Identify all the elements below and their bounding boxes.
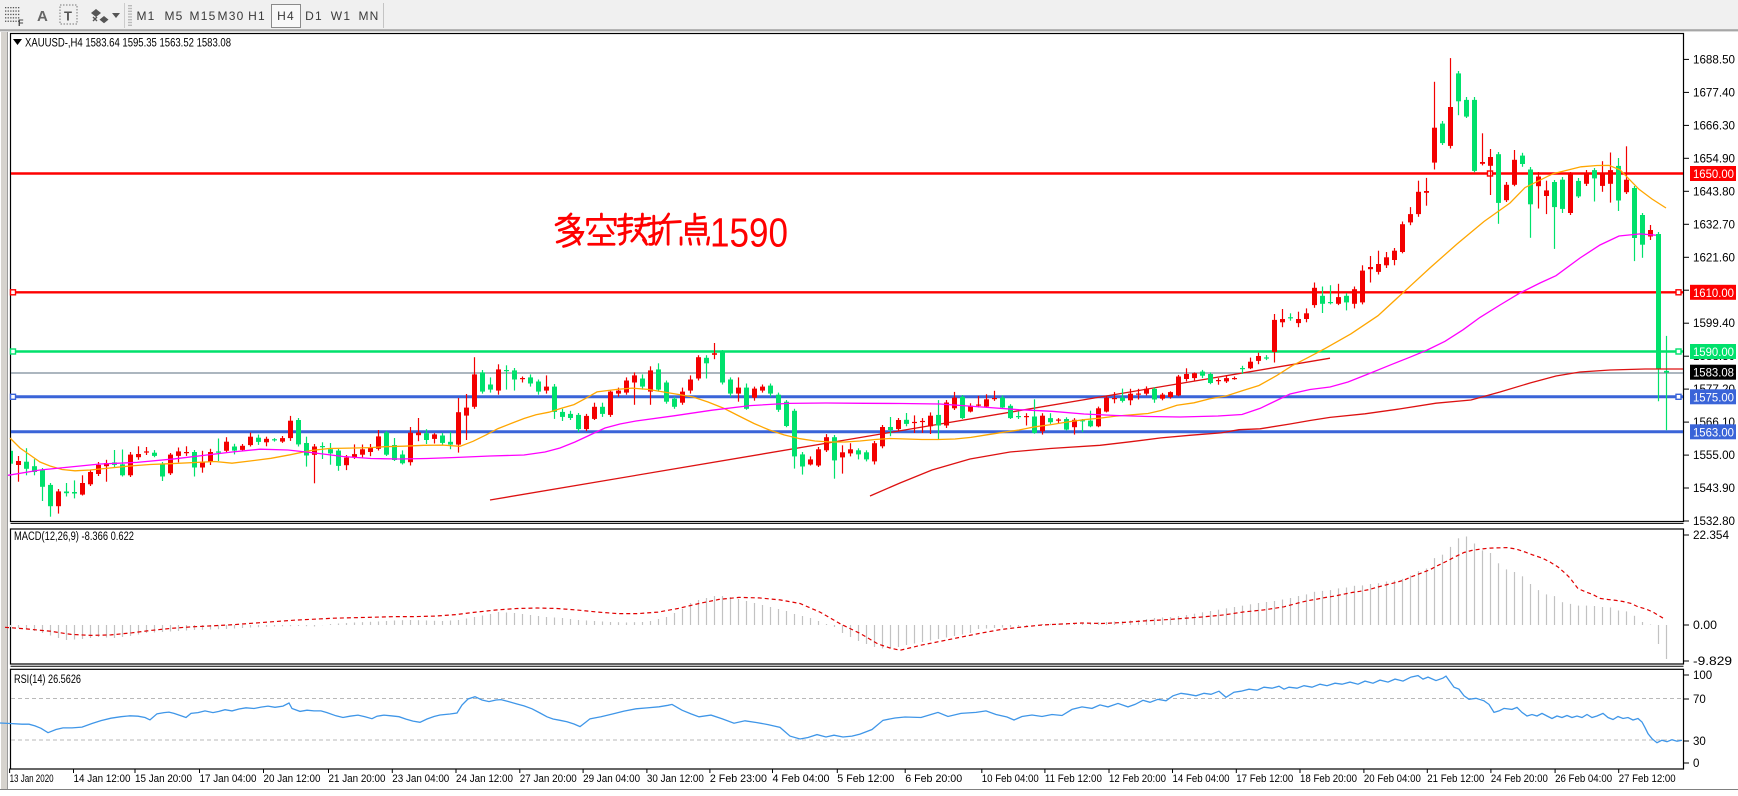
- svg-text:11 Feb 12:00: 11 Feb 12:00: [1045, 773, 1102, 785]
- svg-text:W1: W1: [331, 9, 351, 23]
- svg-text:1590: 1590: [710, 210, 788, 256]
- svg-text:M5: M5: [164, 9, 183, 23]
- svg-text:30 Jan 12:00: 30 Jan 12:00: [647, 773, 704, 785]
- svg-text:10 Feb 04:00: 10 Feb 04:00: [982, 773, 1039, 785]
- svg-text:M30: M30: [218, 9, 245, 23]
- svg-text:15 Jan 20:00: 15 Jan 20:00: [135, 773, 192, 785]
- svg-text:0.00: 0.00: [1693, 620, 1717, 632]
- svg-text:H1: H1: [248, 9, 266, 23]
- svg-text:20 Feb 04:00: 20 Feb 04:00: [1364, 773, 1421, 785]
- svg-text:M1: M1: [136, 9, 155, 23]
- svg-text:1650.00: 1650.00: [1693, 169, 1734, 181]
- svg-text:1563.00: 1563.00: [1693, 427, 1734, 439]
- svg-text:1610.00: 1610.00: [1693, 288, 1734, 300]
- svg-text:1666.30: 1666.30: [1693, 120, 1735, 132]
- svg-text:6 Feb 20:00: 6 Feb 20:00: [905, 773, 962, 785]
- svg-text:1654.90: 1654.90: [1693, 153, 1735, 165]
- svg-text:14 Feb 04:00: 14 Feb 04:00: [1173, 773, 1230, 785]
- svg-text:1555.00: 1555.00: [1693, 450, 1735, 462]
- svg-text:A: A: [37, 8, 48, 25]
- svg-text:14 Jan 12:00: 14 Jan 12:00: [74, 773, 131, 785]
- svg-text:100: 100: [1693, 670, 1712, 682]
- svg-text:5 Feb 12:00: 5 Feb 12:00: [837, 773, 894, 785]
- svg-text:24 Jan 12:00: 24 Jan 12:00: [456, 773, 513, 785]
- svg-text:-9.829: -9.829: [1693, 656, 1732, 668]
- svg-text:13 Jan 2020: 13 Jan 2020: [10, 773, 54, 785]
- svg-text:17 Jan 04:00: 17 Jan 04:00: [200, 773, 257, 785]
- svg-text:1590.00: 1590.00: [1693, 347, 1734, 359]
- svg-text:29 Jan 04:00: 29 Jan 04:00: [583, 773, 640, 785]
- svg-text:22.354: 22.354: [1693, 530, 1730, 542]
- svg-text:30: 30: [1693, 736, 1706, 748]
- svg-text:12 Feb 20:00: 12 Feb 20:00: [1109, 773, 1166, 785]
- svg-text:18 Feb 20:00: 18 Feb 20:00: [1300, 773, 1357, 785]
- svg-text:70: 70: [1693, 694, 1706, 706]
- svg-text:1621.60: 1621.60: [1693, 252, 1735, 264]
- svg-text:21 Feb 12:00: 21 Feb 12:00: [1427, 773, 1484, 785]
- svg-text:21 Jan 20:00: 21 Jan 20:00: [329, 773, 386, 785]
- svg-text:XAUUSD-,H4 1583.64 1595.35 15: XAUUSD-,H4 1583.64 1595.35 1563.52 1583.…: [25, 36, 231, 50]
- svg-text:1677.40: 1677.40: [1693, 87, 1735, 99]
- svg-text:27 Jan 20:00: 27 Jan 20:00: [520, 773, 577, 785]
- svg-text:M15: M15: [190, 9, 217, 23]
- svg-text:17 Feb 12:00: 17 Feb 12:00: [1236, 773, 1293, 785]
- svg-text:D1: D1: [305, 9, 323, 23]
- svg-text:1643.80: 1643.80: [1693, 186, 1735, 198]
- svg-text:1575.00: 1575.00: [1693, 392, 1734, 404]
- svg-text:2 Feb 23:00: 2 Feb 23:00: [710, 773, 767, 785]
- svg-text:27 Feb 12:00: 27 Feb 12:00: [1619, 773, 1676, 785]
- svg-text:T: T: [64, 9, 72, 24]
- svg-text:1583.08: 1583.08: [1693, 368, 1734, 380]
- svg-text:RSI(14) 26.5626: RSI(14) 26.5626: [14, 674, 81, 686]
- svg-text:20 Jan 12:00: 20 Jan 12:00: [264, 773, 321, 785]
- svg-text:4 Feb 04:00: 4 Feb 04:00: [773, 773, 830, 785]
- svg-text:MACD(12,26,9) -8.366 0.622: MACD(12,26,9) -8.366 0.622: [14, 531, 134, 543]
- svg-text:F: F: [18, 18, 24, 28]
- svg-text:1688.50: 1688.50: [1693, 54, 1735, 66]
- svg-text:1532.80: 1532.80: [1693, 516, 1735, 528]
- svg-text:1543.90: 1543.90: [1693, 483, 1735, 495]
- svg-text:23 Jan 04:00: 23 Jan 04:00: [392, 773, 449, 785]
- svg-text:0: 0: [1693, 758, 1699, 770]
- svg-text:24 Feb 20:00: 24 Feb 20:00: [1491, 773, 1548, 785]
- svg-text:1599.40: 1599.40: [1693, 318, 1735, 330]
- svg-text:26 Feb 04:00: 26 Feb 04:00: [1555, 773, 1612, 785]
- svg-text:MN: MN: [358, 9, 379, 23]
- svg-text:H4: H4: [277, 9, 295, 23]
- svg-text:1632.70: 1632.70: [1693, 219, 1735, 231]
